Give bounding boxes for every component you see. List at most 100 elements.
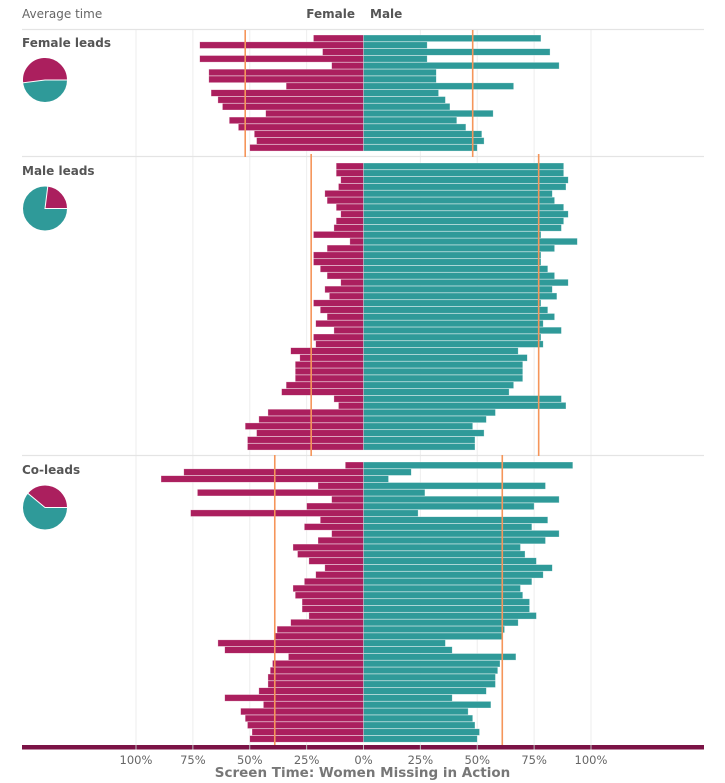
female-bar [285, 82, 364, 90]
female-bar [288, 653, 364, 661]
male-bar [363, 183, 567, 191]
male-bar [363, 162, 564, 170]
female-bar [240, 707, 364, 716]
x-tick-label: 50% [236, 753, 263, 767]
female-bar [338, 183, 364, 191]
female-bar [340, 278, 364, 287]
male-bar [363, 482, 546, 490]
female-bar [335, 169, 364, 177]
male-bar [363, 707, 469, 716]
male-bar [363, 625, 505, 634]
male-bar [363, 443, 476, 451]
female-bar [313, 231, 364, 239]
female-bar [247, 436, 364, 444]
female-bar [304, 523, 364, 531]
male-bar [363, 62, 560, 70]
female-bar [315, 571, 364, 579]
female-bar [340, 210, 364, 218]
male-bar [363, 381, 514, 389]
male-bar [363, 116, 458, 124]
female-bar [251, 728, 364, 736]
male-bar [363, 728, 480, 736]
pie-female-slice [26, 484, 69, 508]
group-title-co-leads: Co-leads [22, 463, 81, 477]
female-bar [331, 530, 364, 538]
male-bar [363, 123, 467, 131]
female-bar [281, 388, 364, 396]
male-bar [363, 196, 555, 205]
female-bar [222, 103, 364, 111]
female-bar [247, 721, 364, 729]
male-bar [363, 653, 517, 661]
male-bar [363, 584, 521, 593]
x-tick-label: 25% [407, 753, 434, 767]
female-bar [190, 509, 364, 517]
male-bar [363, 495, 560, 504]
female-bar [247, 443, 364, 451]
female-bar [256, 429, 364, 437]
male-bar [363, 502, 535, 510]
female-bar [290, 347, 364, 355]
female-bar [292, 584, 364, 593]
female-bar [199, 55, 364, 63]
pie-female-slice [44, 185, 69, 209]
male-bar [363, 244, 555, 252]
female-bar [249, 735, 364, 743]
male-bar [363, 660, 501, 668]
male-bar [363, 721, 476, 729]
male-bar [363, 224, 562, 232]
male-bar [363, 673, 496, 681]
male-bar [363, 701, 492, 709]
male-bar [363, 694, 453, 702]
male-bar [363, 176, 569, 184]
female-bar [197, 489, 364, 497]
female-bar [294, 374, 364, 382]
female-bar [324, 285, 364, 294]
female-bar [315, 320, 364, 328]
male-bar [363, 103, 451, 111]
x-tick-label: 75% [180, 753, 206, 767]
male-bar [363, 265, 549, 273]
female-bar [333, 395, 364, 403]
male-bar [363, 619, 519, 627]
male-bar [363, 605, 530, 613]
header-female-label: Female [306, 7, 355, 21]
female-bar [292, 543, 364, 551]
female-bar [317, 536, 364, 545]
male-bar [363, 48, 551, 56]
female-bar [254, 130, 364, 138]
male-bar [363, 687, 487, 695]
x-tick-label: 100% [119, 753, 153, 767]
male-bar [363, 347, 519, 355]
male-bar [363, 258, 542, 266]
male-bar [363, 591, 524, 599]
female-bar [308, 612, 364, 620]
female-bar [322, 48, 364, 56]
male-bar [363, 577, 533, 586]
chart-title: Screen Time: Women Missing in Action [214, 765, 511, 781]
female-bar [344, 461, 364, 469]
male-bar [363, 313, 555, 321]
female-bar [267, 680, 364, 688]
male-bar [363, 612, 537, 620]
male-bar [363, 536, 546, 545]
female-bar [294, 367, 364, 376]
header-male-label: Male [370, 7, 403, 21]
male-bar [363, 374, 524, 382]
female-bar [299, 354, 364, 362]
female-bar [324, 190, 364, 198]
male-bar [363, 89, 439, 97]
female-bar [238, 123, 364, 131]
female-bar [285, 381, 364, 389]
female-bar [317, 482, 364, 490]
male-bar [363, 75, 437, 83]
female-bar [160, 475, 364, 483]
male-bar [363, 237, 578, 246]
female-bar [326, 244, 364, 252]
male-bar [363, 543, 521, 551]
male-bar [363, 475, 389, 483]
x-tick-label: 50% [464, 753, 491, 767]
male-bar [363, 388, 510, 396]
female-bar [331, 62, 364, 70]
female-bar [228, 116, 364, 124]
